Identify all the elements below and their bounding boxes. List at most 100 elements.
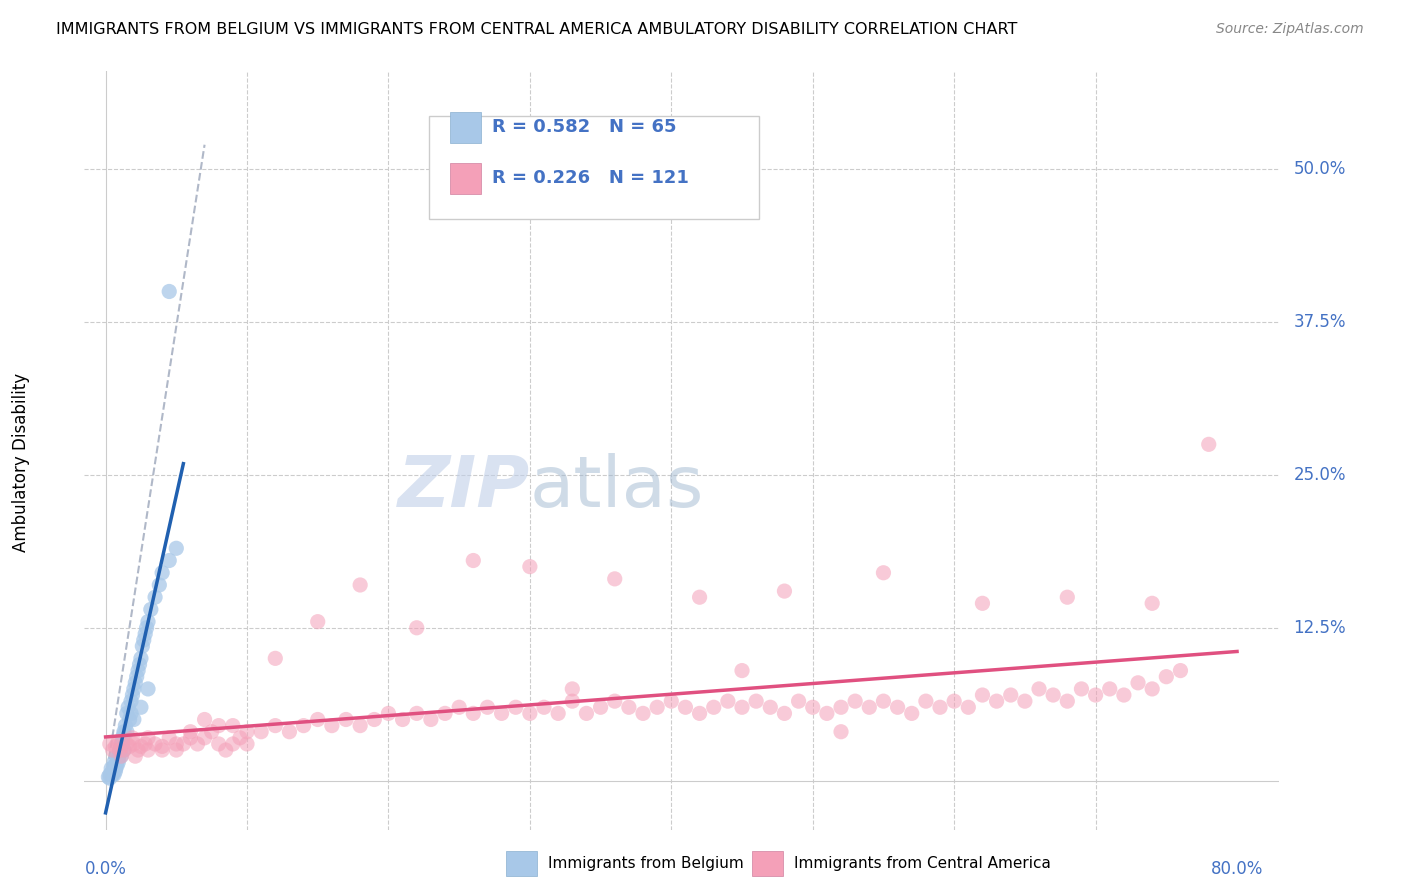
Point xyxy=(105,749,128,764)
Point xyxy=(134,737,156,751)
Point xyxy=(103,761,125,775)
Point xyxy=(363,713,385,727)
Point xyxy=(236,737,259,751)
Point xyxy=(186,737,208,751)
Point xyxy=(773,584,796,599)
Point xyxy=(929,700,952,714)
Point xyxy=(1156,670,1178,684)
Point xyxy=(104,761,127,775)
Point xyxy=(1014,694,1036,708)
Point xyxy=(872,694,894,708)
Point xyxy=(124,675,146,690)
Point xyxy=(114,718,136,732)
Point xyxy=(675,700,697,714)
Point xyxy=(139,602,162,616)
Point xyxy=(603,572,626,586)
Point xyxy=(100,767,122,781)
Point xyxy=(434,706,457,721)
Text: atlas: atlas xyxy=(530,452,704,522)
Point xyxy=(111,737,134,751)
Point xyxy=(986,694,1008,708)
Point xyxy=(575,706,598,721)
Point xyxy=(972,688,994,702)
Point xyxy=(127,664,149,678)
Point xyxy=(165,737,187,751)
Point xyxy=(104,759,127,773)
Point xyxy=(104,739,127,754)
Point xyxy=(222,718,245,732)
Point xyxy=(631,706,654,721)
Point xyxy=(104,764,127,778)
Point xyxy=(110,737,132,751)
Point xyxy=(1084,688,1107,702)
Point xyxy=(645,700,668,714)
Point xyxy=(134,627,156,641)
Point xyxy=(129,651,152,665)
Point xyxy=(105,759,128,773)
Point xyxy=(335,713,357,727)
Point xyxy=(108,743,131,757)
Point xyxy=(111,734,134,748)
Point xyxy=(533,700,555,714)
Point xyxy=(120,706,142,721)
Text: 80.0%: 80.0% xyxy=(1211,860,1263,878)
Point xyxy=(132,633,155,648)
Point xyxy=(321,718,343,732)
Point xyxy=(104,757,127,772)
Point xyxy=(143,591,166,605)
Point xyxy=(844,694,866,708)
Point xyxy=(105,756,128,770)
Text: Immigrants from Belgium: Immigrants from Belgium xyxy=(548,856,744,871)
Point xyxy=(103,763,125,777)
Point xyxy=(127,743,149,757)
Point xyxy=(264,718,287,732)
Point xyxy=(1140,596,1163,610)
Point xyxy=(122,713,145,727)
Point xyxy=(703,700,725,714)
Text: Source: ZipAtlas.com: Source: ZipAtlas.com xyxy=(1216,22,1364,37)
Point xyxy=(1112,688,1135,702)
Point xyxy=(731,700,754,714)
Point xyxy=(801,700,824,714)
Point xyxy=(179,724,201,739)
Point xyxy=(125,670,148,684)
Point xyxy=(194,731,217,745)
Point xyxy=(463,553,485,567)
Point xyxy=(157,731,180,745)
Point xyxy=(165,743,187,757)
Point xyxy=(957,700,980,714)
Text: 0.0%: 0.0% xyxy=(84,860,127,878)
Point xyxy=(194,713,217,727)
Point xyxy=(264,651,287,665)
Point xyxy=(1198,437,1220,451)
Point xyxy=(463,706,485,721)
Point xyxy=(115,706,138,721)
Point xyxy=(519,706,541,721)
Point xyxy=(150,743,173,757)
Point xyxy=(115,737,138,751)
Point xyxy=(1098,681,1121,696)
Point xyxy=(759,700,782,714)
Point xyxy=(717,694,740,708)
Point xyxy=(172,737,194,751)
Point xyxy=(98,771,121,785)
Point xyxy=(491,706,513,721)
Point xyxy=(100,767,122,781)
Text: IMMIGRANTS FROM BELGIUM VS IMMIGRANTS FROM CENTRAL AMERICA AMBULATORY DISABILITY: IMMIGRANTS FROM BELGIUM VS IMMIGRANTS FR… xyxy=(56,22,1018,37)
Point xyxy=(107,734,129,748)
Point xyxy=(731,664,754,678)
Point xyxy=(773,706,796,721)
Point xyxy=(1000,688,1022,702)
Point xyxy=(250,724,273,739)
Point xyxy=(107,756,129,770)
Text: R = 0.226   N = 121: R = 0.226 N = 121 xyxy=(492,169,689,186)
Point xyxy=(405,706,427,721)
Point xyxy=(117,700,139,714)
Point xyxy=(101,743,124,757)
Point xyxy=(112,743,135,757)
Point xyxy=(131,639,153,653)
Point xyxy=(136,615,159,629)
Point xyxy=(519,559,541,574)
Point xyxy=(1042,688,1064,702)
Point xyxy=(419,713,441,727)
